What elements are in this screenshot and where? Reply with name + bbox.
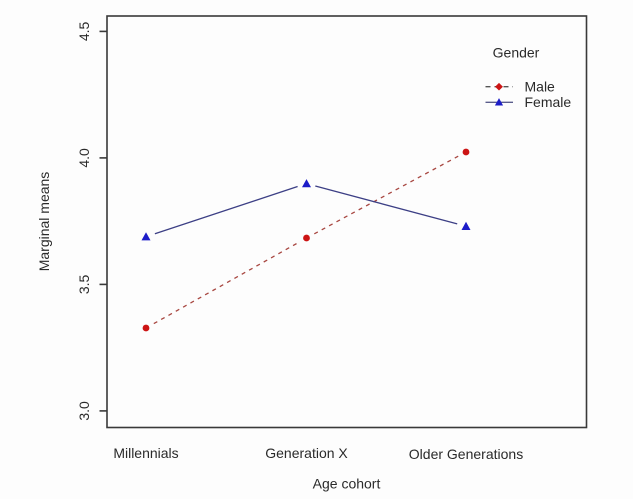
svg-text:3.5: 3.5	[76, 274, 92, 294]
svg-text:Older Generations: Older Generations	[409, 446, 523, 462]
svg-text:Age cohort: Age cohort	[313, 476, 381, 492]
svg-text:3.0: 3.0	[76, 401, 92, 421]
svg-text:Gender: Gender	[493, 44, 540, 60]
svg-text:Millennials: Millennials	[113, 445, 178, 461]
svg-text:Generation X: Generation X	[265, 445, 348, 461]
svg-text:4.5: 4.5	[76, 21, 92, 41]
svg-text:Marginal means: Marginal means	[36, 172, 52, 272]
svg-text:Male: Male	[525, 78, 556, 94]
svg-text:4.0: 4.0	[76, 148, 92, 168]
svg-text:Female: Female	[525, 94, 572, 110]
